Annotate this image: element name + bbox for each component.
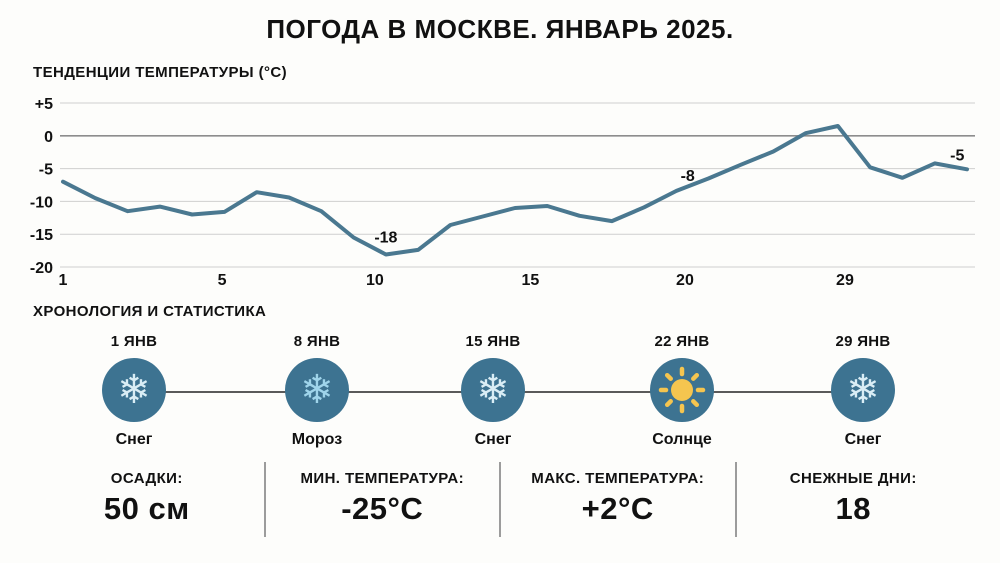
svg-text:+5: +5 — [35, 96, 53, 113]
svg-text:-18: -18 — [374, 230, 397, 247]
snowflake-icon: ❄ — [117, 367, 151, 413]
stat-min-temperature: МИН. ТЕМПЕРАТУРА: -25°C — [263, 462, 500, 537]
svg-text:10: 10 — [366, 272, 384, 289]
timeline-label: Снег — [844, 431, 882, 448]
timeline-item: 22 ЯНВ Солнце — [617, 333, 747, 449]
stat-snowy-days: СНЕЖНЫЕ ДНИ: 18 — [734, 462, 971, 537]
stat-label: МИН. ТЕМПЕРАТУРА: — [300, 470, 464, 487]
svg-text:15: 15 — [521, 272, 539, 289]
snowflake-icon: ❄ — [846, 367, 880, 413]
stat-value: +2°C — [581, 491, 654, 526]
stat-value: -25°C — [341, 491, 424, 526]
timeline-item: 15 ЯНВ ❄ Снег — [428, 333, 558, 449]
svg-text:-5: -5 — [39, 162, 53, 179]
timeline-item: 29 ЯНВ ❄ Снег — [798, 333, 928, 449]
svg-text:29: 29 — [836, 272, 854, 289]
stat-value: 50 см — [103, 491, 190, 526]
timeline-label: Мороз — [291, 431, 343, 448]
svg-text:-20: -20 — [30, 260, 53, 277]
timeline-date: 15 ЯНВ — [465, 333, 521, 350]
stat-value: 18 — [835, 491, 871, 526]
timeline-label: Солнце — [652, 431, 712, 448]
chart-section-title: ТЕНДЕНЦИИ ТЕМПЕРАТУРЫ (°C) — [33, 64, 288, 81]
timeline-date: 22 ЯНВ — [654, 333, 710, 350]
weather-day-badge: ❄ — [831, 358, 895, 422]
svg-text:-5: -5 — [950, 148, 964, 165]
weather-day-badge: ❄ — [285, 358, 349, 422]
timeline-item: 1 ЯНВ ❄ Снег — [69, 333, 199, 449]
stat-label: ОСАДКИ: — [110, 470, 183, 487]
stats-row: ОСАДКИ: 50 см МИН. ТЕМПЕРАТУРА: -25°C МА… — [30, 462, 970, 537]
stat-precipitation: ОСАДКИ: 50 см — [30, 462, 264, 537]
weather-day-badge: ❄ — [461, 358, 525, 422]
sun-icon — [658, 366, 706, 414]
svg-text:-15: -15 — [30, 227, 53, 244]
timeline-label: Снег — [115, 431, 153, 448]
svg-text:0: 0 — [44, 129, 53, 146]
snowflake-icon: ❄ — [300, 367, 334, 413]
svg-text:5: 5 — [218, 272, 227, 289]
page-title: ПОГОДА В МОСКВЕ. ЯНВАРЬ 2025. — [266, 14, 734, 44]
snowflake-icon: ❄ — [476, 367, 510, 413]
timeline-item: 8 ЯНВ ❄ Мороз — [252, 333, 382, 449]
weather-day-badge: ❄ — [102, 358, 166, 422]
weather-day-badge — [650, 358, 714, 422]
temperature-line-chart: +50-5-10-15-201 5 10 15 20 29-18-8-5 — [30, 96, 975, 289]
stat-max-temperature: МАКС. ТЕМПЕРАТУРА: +2°C — [499, 462, 735, 537]
timeline-date: 1 ЯНВ — [110, 333, 158, 350]
timeline-label: Снег — [474, 431, 512, 448]
svg-text:20: 20 — [676, 272, 694, 289]
stat-label: МАКС. ТЕМПЕРАТУРА: — [531, 470, 705, 487]
svg-text:-8: -8 — [681, 168, 695, 185]
timeline-date: 29 ЯНВ — [835, 333, 891, 350]
stat-label: СНЕЖНЫЕ ДНИ: — [789, 470, 917, 487]
svg-text:-10: -10 — [30, 194, 53, 211]
timeline-date: 8 ЯНВ — [293, 333, 341, 350]
timeline-section-title: ХРОНОЛОГИЯ И СТАТИСТИКА — [33, 303, 267, 320]
svg-text:1: 1 — [59, 272, 68, 289]
